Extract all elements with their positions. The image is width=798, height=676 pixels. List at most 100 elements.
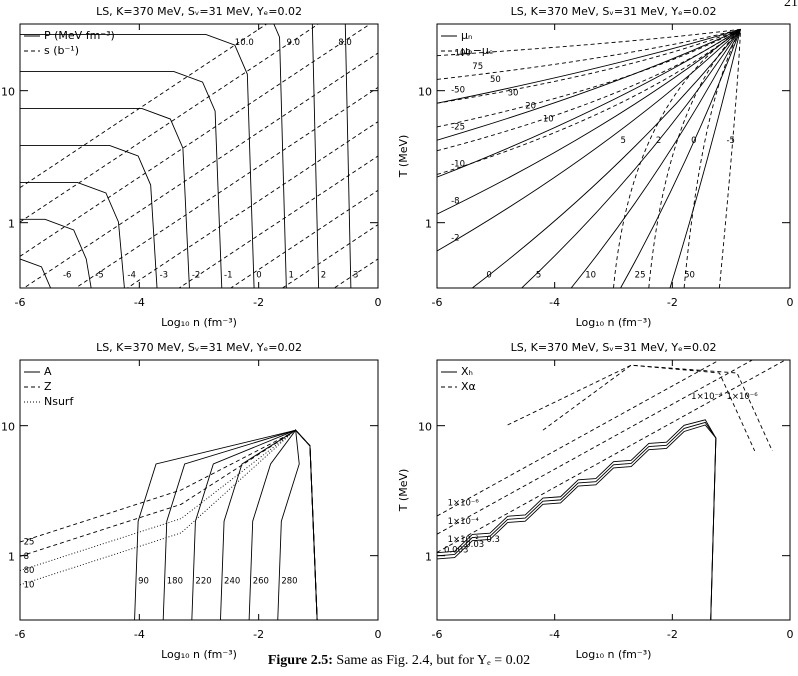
contour-line (437, 419, 717, 620)
x-tick-label: -6 (432, 628, 443, 641)
x-tick-label: -6 (15, 628, 26, 641)
contour-line (613, 28, 741, 288)
contour-line (437, 28, 741, 141)
contour-line (344, 24, 352, 288)
contour-label: 0.03 (465, 540, 484, 550)
contour-label: 240 (224, 577, 240, 587)
contour-line (437, 28, 741, 80)
panel-title: LS, K=370 MeV, Sᵥ=31 MeV, Yₑ=0.02 (96, 5, 302, 18)
contour-label: 8.0 (338, 38, 352, 48)
x-tick-label: 0 (375, 296, 382, 309)
contour-label: 6.0 (390, 38, 404, 48)
caption-label: Figure 2.5: (268, 653, 333, 668)
contour-label: 9.0 (287, 38, 301, 48)
contour-line (521, 29, 741, 288)
contour-label: 25 (24, 538, 35, 548)
y-tick-label: 10 (418, 86, 432, 99)
y-tick-label: 10 (418, 421, 432, 434)
contour-line (162, 429, 318, 620)
contour-label: -5 (726, 136, 734, 146)
contour-line (230, 189, 378, 288)
contour-label: -2 (451, 233, 459, 243)
contour-label: 5.0 (442, 38, 456, 48)
contour-line (20, 144, 158, 288)
contour-label: 0.3 (486, 535, 500, 545)
contour-label: 2 (321, 270, 326, 280)
y-tick-label: 10 (1, 86, 15, 99)
legend-label: A (44, 365, 52, 378)
page-number: 21 (784, 0, 798, 10)
contour-line (20, 108, 190, 288)
contour-line (20, 218, 92, 288)
x-tick-label: 0 (787, 628, 794, 641)
contour-line (20, 24, 371, 257)
contour-line (507, 364, 756, 452)
contour-label: 3 (353, 270, 358, 280)
contour-label: -1 (224, 270, 232, 280)
plot-frame (436, 359, 791, 621)
contour-line (23, 52, 378, 288)
contour-line (273, 24, 287, 288)
y-tick-label: 1 (425, 551, 432, 564)
x-axis-label: Log₁₀ n (fm⁻³) (576, 316, 652, 329)
contour-line (20, 71, 223, 288)
contour-label: 80 (24, 566, 35, 576)
contour-line (20, 181, 125, 288)
contour-line (20, 34, 255, 288)
y-axis-label: T (MeV) (397, 135, 410, 179)
x-tick-label: -2 (667, 628, 678, 641)
contour-line (20, 258, 52, 288)
x-tick-label: 0 (787, 296, 794, 309)
contour-line (437, 28, 741, 215)
contour-label: 10 (24, 581, 35, 591)
contour-label: -6 (63, 270, 71, 280)
y-tick-label: 1 (8, 218, 15, 231)
legend-label: Z (44, 380, 52, 393)
contour-label: 5 (621, 136, 626, 146)
contour-label: 2 (656, 136, 661, 146)
contour-line (437, 28, 741, 104)
contour-line (20, 432, 293, 543)
contour-label: 3.0 (545, 38, 559, 48)
contour-label: 8 (24, 552, 29, 562)
contour-label: 50 (490, 75, 501, 85)
contour-label: 75 (472, 62, 483, 72)
contour-line (277, 428, 318, 620)
legend-label: Xₕ (461, 365, 473, 378)
y-tick-label: 1 (425, 218, 432, 231)
contour-line (620, 29, 742, 288)
contour-label: 1×10⁻⁶ (726, 392, 758, 402)
contour-label: 1×10⁻⁴ (691, 392, 723, 402)
contour-label: 1 (289, 270, 294, 280)
contour-line (20, 432, 293, 557)
contour-line (437, 28, 741, 175)
contour-label: 10 (543, 115, 554, 125)
x-tick-label: 0 (375, 628, 382, 641)
contour-line (20, 24, 320, 223)
contour-label: -2 (192, 270, 200, 280)
contour-label: 220 (195, 577, 211, 587)
contour-label: 100 (455, 49, 471, 59)
panel-title: LS, K=370 MeV, Sᵥ=31 MeV, Yₑ=0.02 (96, 341, 302, 354)
contour-line (311, 24, 320, 288)
contour-label: 0 (691, 136, 696, 146)
contour-label: -8 (451, 197, 459, 207)
contour-line (74, 86, 378, 288)
contour-line (437, 424, 717, 620)
x-tick-label: -2 (667, 296, 678, 309)
contour-line (437, 421, 717, 620)
legend-label: P (MeV fm⁻³) (44, 29, 115, 42)
contour-line (126, 121, 378, 288)
contour-line (437, 28, 741, 252)
legend-label: Xα (461, 380, 476, 393)
y-tick-label: 1 (8, 551, 15, 564)
contour-label: 1×10⁻⁴ (448, 517, 480, 527)
legend-label: Nsurf (44, 395, 74, 408)
contour-line (20, 24, 268, 189)
contour-line (437, 360, 787, 553)
contour-line (472, 28, 741, 288)
contour-line (437, 28, 741, 152)
contour-label: 280 (281, 577, 297, 587)
